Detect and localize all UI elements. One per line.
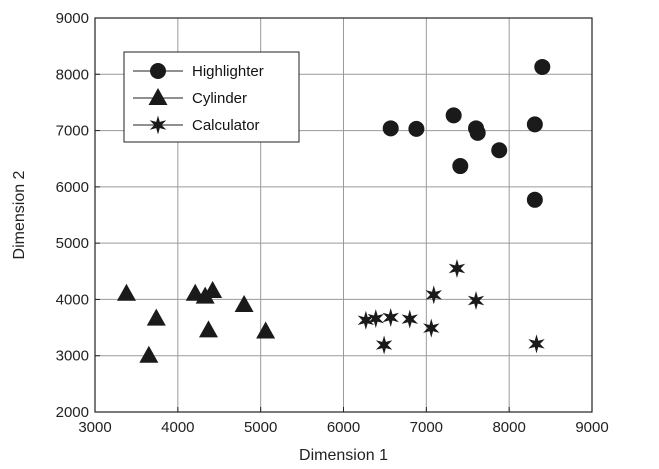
y-tick-label: 9000 bbox=[56, 10, 89, 27]
calculator-point bbox=[382, 307, 399, 327]
series-calculator bbox=[357, 258, 545, 355]
calculator-point bbox=[375, 335, 393, 355]
highlighter-point bbox=[534, 58, 551, 75]
y-tick-label: 3000 bbox=[56, 348, 89, 365]
calculator-point bbox=[528, 334, 545, 354]
cylinder-point bbox=[234, 295, 254, 313]
legend-marker-calculator bbox=[149, 115, 167, 135]
y-tick-label: 6000 bbox=[56, 179, 89, 196]
y-tick-label: 5000 bbox=[56, 235, 89, 252]
legend-label-highlighter: Highlighter bbox=[192, 63, 264, 80]
y-tick-label: 2000 bbox=[56, 404, 89, 421]
legend-marker-cylinder bbox=[148, 88, 168, 105]
x-tick-label: 8000 bbox=[492, 419, 525, 436]
calculator-point bbox=[401, 309, 418, 329]
legend-marker-highlighter bbox=[150, 63, 166, 79]
y-tick-label: 4000 bbox=[56, 291, 89, 308]
tick-labels: 3000 4000 5000 6000 7000 8000 9000200030004000… bbox=[56, 10, 609, 436]
x-axis-label: Dimension 1 bbox=[299, 447, 388, 464]
legend: Highlighter Cylinder Calculator bbox=[123, 51, 300, 143]
cylinder-point bbox=[198, 320, 218, 338]
highlighter-point bbox=[526, 116, 543, 133]
highlighter-point bbox=[382, 120, 399, 137]
x-tick-label: 7000 bbox=[410, 419, 443, 436]
cylinder-point bbox=[203, 280, 223, 298]
legend-label-calculator: Calculator bbox=[192, 117, 260, 134]
highlighter-point bbox=[452, 158, 469, 175]
calculator-point bbox=[367, 309, 385, 329]
series-highlighter bbox=[382, 58, 551, 208]
highlighter-point bbox=[491, 142, 508, 159]
legend-label-cylinder: Cylinder bbox=[192, 90, 247, 107]
highlighter-point bbox=[526, 191, 543, 208]
calculator-point bbox=[357, 310, 375, 330]
cylinder-point bbox=[139, 345, 159, 363]
x-tick-label: 3000 bbox=[78, 419, 111, 436]
calculator-point bbox=[448, 258, 466, 278]
x-tick-label: 5000 bbox=[244, 419, 277, 436]
calculator-point bbox=[467, 291, 485, 311]
highlighter-point bbox=[469, 124, 486, 141]
plot-frame bbox=[94, 17, 593, 413]
x-tick-label: 9000 bbox=[575, 419, 608, 436]
cylinder-point bbox=[146, 308, 166, 326]
data-points bbox=[116, 58, 551, 363]
cylinder-point bbox=[116, 283, 136, 301]
y-tick-label: 7000 bbox=[56, 123, 89, 140]
y-axis-label: Dimension 2 bbox=[11, 170, 28, 259]
highlighter-point bbox=[408, 120, 425, 137]
calculator-point bbox=[425, 285, 443, 305]
calculator-point bbox=[423, 318, 440, 338]
series-cylinder bbox=[116, 280, 276, 363]
highlighter-point bbox=[445, 107, 462, 124]
y-tick-label: 8000 bbox=[56, 66, 89, 83]
cylinder-point bbox=[256, 321, 276, 339]
x-tick-label: 6000 bbox=[327, 419, 360, 436]
x-tick-label: 4000 bbox=[161, 419, 194, 436]
